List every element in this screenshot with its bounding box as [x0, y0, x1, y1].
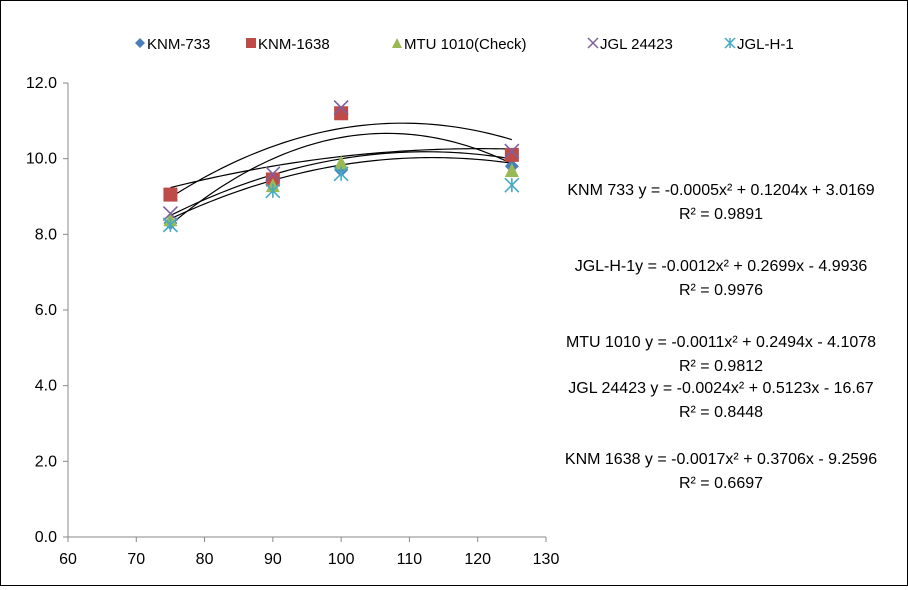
- data-point: [334, 155, 349, 170]
- data-point: [333, 166, 349, 182]
- equation-text: JGL 24423 y = -0.0024x² + 0.5123x - 16.6…: [568, 380, 873, 397]
- legend-marker: [135, 38, 145, 48]
- data-point: [504, 147, 519, 162]
- y-tick-label: 0.0: [35, 529, 57, 546]
- legend-item: KNM-733: [135, 36, 210, 53]
- r-squared-text: R² = 0.9976: [679, 282, 763, 299]
- legend-label: KNM-733: [147, 36, 210, 53]
- r-squared-text: R² = 0.9891: [679, 206, 763, 223]
- r-squared-text: R² = 0.9812: [679, 358, 763, 375]
- x-ticks: 60 70 80 90 100 110 120 130: [59, 537, 559, 568]
- x-tick-label: 100: [328, 551, 355, 568]
- r-squared-text: R² = 0.6697: [679, 475, 763, 492]
- x-tick-label: 90: [264, 551, 282, 568]
- legend-marker: [246, 38, 256, 48]
- x-tick-label: 130: [533, 551, 560, 568]
- x-tick-label: 80: [196, 551, 214, 568]
- legend-marker: [587, 37, 599, 49]
- trendline-annotation: KNM 1638 y = -0.0017x² + 0.3706x - 9.259…: [565, 451, 877, 492]
- data-point: [163, 187, 178, 202]
- equation-text: KNM 1638 y = -0.0017x² + 0.3706x - 9.259…: [565, 451, 877, 468]
- data-point: [162, 217, 178, 233]
- legend-label: JGL-H-1: [737, 36, 794, 53]
- y-tick-label: 12.0: [26, 75, 57, 92]
- trendline: [170, 122, 513, 199]
- equation-text: KNM 733 y = -0.0005x² + 0.1204x + 3.0169: [567, 182, 874, 199]
- trendline-equations: KNM 733 y = -0.0005x² + 0.1204x + 3.0169…: [565, 182, 877, 492]
- trendline-annotation: JGL 24423 y = -0.0024x² + 0.5123x - 16.6…: [568, 380, 873, 421]
- x-tick-label: 110: [397, 551, 423, 568]
- data-point: [504, 177, 520, 193]
- x-tick-label: 70: [127, 551, 145, 568]
- data-point: [504, 163, 519, 178]
- y-tick-label: 4.0: [35, 378, 57, 395]
- trendline-annotation: JGL-H-1y = -0.0012x² + 0.2699x - 4.9936 R…: [575, 258, 868, 299]
- trendline-annotation: MTU 1010 y = -0.0011x² + 0.2494x - 4.107…: [566, 334, 876, 375]
- equation-text: JGL-H-1y = -0.0012x² + 0.2699x - 4.9936: [575, 258, 868, 275]
- legend-label: KNM-1638: [258, 36, 330, 53]
- data-points: [162, 100, 520, 233]
- legend-label: JGL 24423: [600, 36, 673, 53]
- axes: [67, 83, 546, 538]
- legend-item: KNM-1638: [246, 36, 330, 53]
- data-point: [504, 143, 520, 159]
- y-tick-label: 2.0: [35, 453, 57, 470]
- data-point: [162, 205, 178, 222]
- x-tick-label: 60: [59, 551, 77, 568]
- data-point: [265, 166, 281, 182]
- legend-marker: [392, 38, 402, 48]
- data-point: [334, 106, 349, 121]
- trendline-annotation: KNM 733 y = -0.0005x² + 0.1204x + 3.0169…: [567, 182, 874, 223]
- data-point: [265, 183, 281, 199]
- equation-text: MTU 1010 y = -0.0011x² + 0.2494x - 4.107…: [566, 334, 876, 351]
- x-tick-label: 120: [464, 551, 491, 568]
- y-tick-label: 10.0: [26, 151, 57, 168]
- y-tick-label: 8.0: [35, 226, 57, 243]
- data-point: [333, 100, 349, 116]
- legend-label: MTU 1010(Check): [404, 36, 527, 53]
- legend-item: MTU 1010(Check): [392, 36, 527, 53]
- y-ticks: 0.0 2.0 4.0 6.0 8.0 10.0 12.0: [26, 75, 68, 546]
- trendline: [170, 132, 513, 226]
- legend-marker: [724, 37, 736, 49]
- y-tick-label: 6.0: [35, 302, 57, 319]
- legend-item: JGL-H-1: [724, 36, 794, 53]
- legend: KNM-733 KNM-1638 MTU 1010(Check) JGL 24423 J…: [135, 36, 794, 53]
- legend-item: JGL 24423: [587, 36, 673, 53]
- r-squared-text: R² = 0.8448: [679, 404, 763, 421]
